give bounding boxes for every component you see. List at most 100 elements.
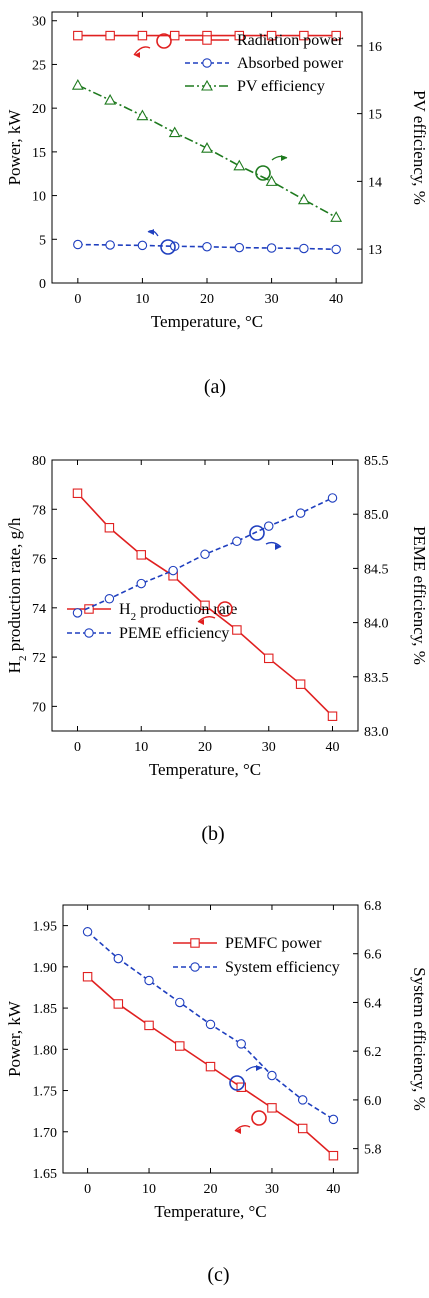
data-point — [168, 565, 178, 576]
y-right-tick-label: 83.0 — [364, 725, 389, 740]
y-tick-label: 1.70 — [33, 1126, 58, 1141]
indicator-arrowhead — [256, 1065, 262, 1071]
data-point — [232, 625, 242, 635]
data-point — [71, 79, 84, 90]
indicator-arrow — [234, 1125, 251, 1132]
data-point — [297, 193, 310, 205]
x-tick-label: 0 — [84, 1182, 91, 1197]
data-point — [144, 975, 154, 986]
data-point — [82, 971, 93, 982]
legend-label-part: 2 — [131, 611, 137, 623]
indicator-circle — [217, 601, 233, 617]
x-tick-label: 10 — [142, 1182, 156, 1197]
x-tick-label: 30 — [265, 292, 279, 307]
data-point — [328, 1150, 339, 1161]
data-point — [200, 549, 210, 560]
series-1 — [72, 488, 338, 721]
data-point — [295, 679, 306, 689]
data-point — [169, 30, 180, 41]
data-point — [263, 521, 274, 531]
chart-3: 0 10 20 30 40 1.65 1.70 1.75 1.80 1.85 1.90 1.95 5.8… — [5, 899, 429, 1286]
series-2 — [73, 239, 341, 255]
data-point — [265, 175, 278, 186]
y-right-tick-label: 16 — [368, 40, 382, 55]
y-axis-label-part: H — [5, 661, 24, 673]
data-point — [201, 142, 213, 153]
y-right-tick-label: 6.4 — [364, 996, 382, 1011]
indicator-arrow — [265, 541, 282, 548]
legend-label: H2 production rate — [119, 601, 237, 623]
indicator-circle — [229, 1075, 245, 1091]
y-tick-label: 0 — [39, 277, 46, 292]
data-point — [202, 241, 212, 252]
indicator-arrow — [133, 46, 151, 56]
x-tick-label: 0 — [74, 292, 81, 307]
y-right-tick-label: 6.6 — [364, 948, 382, 963]
data-point — [73, 239, 83, 250]
x-tick-label: 30 — [265, 1182, 279, 1197]
chart-caption: (b) — [201, 823, 224, 845]
x-tick-label: 10 — [134, 740, 148, 755]
y-right-tick-label: 85.0 — [364, 508, 389, 523]
y-axis-label: Power, kW — [5, 1000, 24, 1077]
indicator-arrowhead — [235, 1128, 241, 1134]
x-tick-label: 20 — [204, 1182, 218, 1197]
data-point — [232, 536, 242, 547]
data-point — [105, 240, 115, 250]
data-point — [113, 953, 124, 964]
data-point — [72, 488, 83, 499]
x-tick-label: 40 — [329, 292, 343, 307]
indicator-arrowhead — [198, 619, 204, 625]
y-tick-label: 25 — [32, 58, 46, 73]
data-point — [267, 1070, 277, 1081]
data-point — [295, 508, 306, 518]
data-point — [104, 93, 117, 105]
chart-1: 0 10 20 30 40 0 5 10 15 20 25 30 13 14 15 16 Temperature… — [5, 11, 429, 398]
y-tick-label: 70 — [32, 700, 46, 715]
data-point — [266, 243, 277, 253]
series-1 — [82, 971, 339, 1161]
x-axis-label: Temperature, °C — [154, 1202, 266, 1221]
series-2 — [82, 927, 339, 1125]
data-point — [104, 522, 115, 533]
x-tick-label: 40 — [326, 740, 340, 755]
data-point — [136, 109, 149, 121]
y-tick-label: 5 — [39, 233, 46, 248]
series-3 — [71, 79, 343, 222]
data-point — [205, 1061, 216, 1072]
data-point — [236, 1039, 246, 1049]
y-right-tick-label: 13 — [368, 243, 382, 258]
y-axis-label: Power, kW — [5, 109, 24, 186]
axis-indicator — [229, 1065, 263, 1091]
data-point — [144, 1020, 154, 1031]
y-tick-label: 1.80 — [33, 1043, 58, 1058]
indicator-arrowhead — [148, 229, 154, 235]
y-right-tick-label: 83.5 — [364, 671, 389, 686]
data-point — [234, 30, 245, 41]
data-point — [328, 1114, 339, 1125]
y-right-axis-label: System efficiency, % — [410, 967, 429, 1111]
data-point — [136, 550, 147, 560]
indicator-circle — [251, 1110, 267, 1126]
data-point — [327, 711, 338, 721]
x-tick-label: 10 — [135, 292, 149, 307]
y-right-axis-label: PEME efficiency, % — [410, 526, 429, 665]
y-tick-label: 78 — [32, 503, 46, 518]
legend-label: PEMFC power — [225, 935, 322, 952]
y-right-tick-label: 84.5 — [364, 562, 389, 577]
data-point — [299, 30, 309, 41]
chart-caption: (a) — [204, 376, 226, 398]
data-point — [236, 1082, 246, 1092]
indicator-arrowhead — [281, 155, 287, 161]
series-2 — [72, 493, 338, 618]
data-point — [330, 211, 343, 222]
data-point — [137, 30, 148, 41]
indicator-circle — [249, 525, 265, 541]
data-point — [263, 653, 274, 664]
legend-label: PEME efficiency — [119, 625, 229, 642]
legend-label-part: production rate — [136, 601, 237, 618]
y-tick-label: 1.75 — [33, 1085, 58, 1100]
axis-indicator — [249, 525, 282, 550]
y-axis-label-part: production rate, g/h — [5, 517, 24, 655]
